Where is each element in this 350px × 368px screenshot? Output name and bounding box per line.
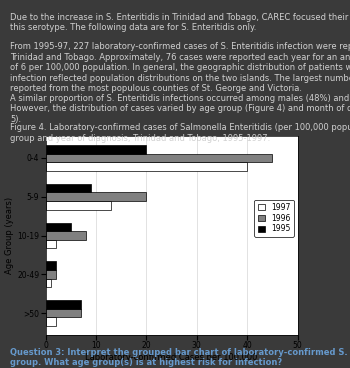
Bar: [46, 201, 111, 209]
Text: From 1995-97, 227 laboratory-confirmed cases of S. Enteritidis infection were re: From 1995-97, 227 laboratory-confirmed c…: [10, 42, 350, 93]
Text: A similar proportion of S. Enteritidis infections occurred among males (48%) and: A similar proportion of S. Enteritidis i…: [10, 94, 350, 124]
Bar: [46, 240, 56, 248]
Bar: [46, 317, 56, 326]
Bar: [46, 279, 50, 287]
Bar: [46, 231, 86, 240]
Text: Due to the increase in S. Enteritidis in Trinidad and Tobago, CAREC focused thei: Due to the increase in S. Enteritidis in…: [10, 13, 350, 32]
Bar: [46, 145, 146, 154]
Bar: [46, 184, 91, 192]
Bar: [46, 223, 71, 231]
Bar: [46, 154, 272, 162]
Text: Question 3: Interpret the grouped bar chart of laboratory-confirmed S. Enteritid: Question 3: Interpret the grouped bar ch…: [10, 348, 350, 367]
Bar: [46, 192, 146, 201]
Y-axis label: Age Group (years): Age Group (years): [5, 197, 14, 274]
Legend: 1997, 1996, 1995: 1997, 1996, 1995: [254, 199, 294, 237]
Bar: [46, 309, 81, 317]
Bar: [46, 270, 56, 279]
Bar: [46, 162, 247, 171]
Text: Figure 4. Laboratory-confirmed cases of Salmonella Enteritidis (per 100,000 popu: Figure 4. Laboratory-confirmed cases of …: [10, 123, 350, 143]
X-axis label: Laboratory-confirmed Cases per 100,000: Laboratory-confirmed Cases per 100,000: [85, 353, 258, 362]
Bar: [46, 262, 56, 270]
Bar: [46, 300, 81, 309]
